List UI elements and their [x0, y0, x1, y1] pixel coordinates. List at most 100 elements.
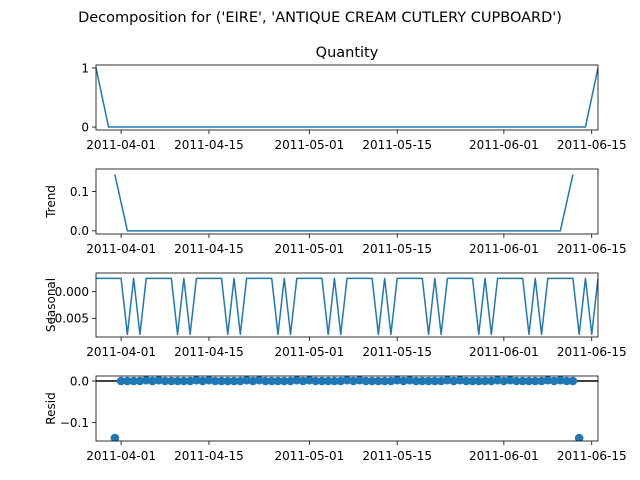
resid-point	[279, 376, 289, 386]
x-tick-label: 2011-04-15	[174, 345, 244, 359]
resid-point	[405, 376, 415, 385]
resid-axes-frame	[95, 375, 599, 442]
panels: Quantity 2011-04-01 2011-04-15 2011-05-01 20…	[44, 45, 627, 463]
resid-point	[236, 376, 245, 386]
resid-point	[173, 376, 182, 386]
resid-point	[305, 376, 314, 385]
resid-point	[461, 376, 471, 386]
resid-point	[298, 376, 308, 386]
x-tick-label: 2011-04-15	[174, 449, 244, 463]
resid-point	[411, 376, 421, 386]
resid-point	[141, 376, 151, 385]
x-tick-label: 2011-05-01	[274, 138, 344, 152]
x-tick-label: 2011-06-01	[469, 449, 539, 463]
resid-point	[493, 376, 502, 385]
resid-point	[361, 376, 371, 386]
y-tick-label: 0	[81, 120, 89, 134]
resid-point	[123, 376, 132, 386]
y-tick-label: 0.0	[70, 224, 89, 238]
x-tick-label: 2011-04-01	[86, 449, 156, 463]
resid-point	[430, 376, 440, 386]
quantity-axes-frame	[95, 64, 599, 131]
resid-point	[512, 376, 521, 386]
x-tick-label: 2011-04-01	[86, 345, 156, 359]
y-tick-label: 0.0	[70, 374, 89, 388]
resid-point	[160, 376, 170, 386]
resid-point	[229, 376, 239, 386]
resid-point	[273, 376, 283, 386]
resid-point	[323, 376, 333, 386]
seasonal-axes-frame	[95, 272, 599, 338]
x-tick-label: 2011-05-01	[274, 345, 344, 359]
resid-point	[204, 376, 214, 385]
resid-point	[474, 376, 484, 386]
x-tick-label: 2011-04-01	[86, 138, 156, 152]
y-tick-label: 1	[81, 61, 89, 75]
resid-point	[292, 376, 302, 385]
resid-point	[480, 376, 490, 386]
x-tick-label: 2011-05-15	[362, 449, 432, 463]
resid-ylabel: Resid	[44, 392, 58, 424]
resid-point	[380, 376, 389, 386]
trend-axes-frame	[95, 168, 599, 235]
y-tick-label: −0.005	[45, 312, 89, 326]
x-tick-label: 2011-06-01	[469, 138, 539, 152]
resid-point	[192, 376, 201, 385]
resid-point	[217, 376, 226, 386]
resid-point	[167, 376, 176, 386]
y-tick-label: 0.1	[70, 185, 89, 199]
resid-panel: Resid 2011-04-01 2011-04-15 2011-05-01 2011-…	[44, 374, 627, 463]
y-tick-label: 0.000	[55, 285, 89, 299]
x-tick-label: 2011-05-15	[362, 138, 432, 152]
resid-point	[499, 376, 509, 386]
resid-point	[267, 376, 277, 386]
figure-title: Decomposition for ('EIRE', 'ANTIQUE CREA…	[78, 10, 562, 26]
trend-plot-area	[114, 174, 574, 232]
resid-point	[185, 376, 195, 386]
y-tick-label: −0.1	[60, 416, 89, 430]
resid-point	[556, 376, 565, 385]
resid-point	[342, 376, 352, 385]
x-tick-label: 2011-06-15	[557, 242, 627, 256]
x-tick-label: 2011-06-01	[469, 242, 539, 256]
x-tick-label: 2011-06-15	[557, 345, 627, 359]
resid-point	[261, 376, 270, 386]
resid-point	[418, 376, 427, 386]
trend-series-line	[114, 174, 574, 232]
resid-point	[129, 376, 138, 386]
resid-point	[135, 376, 145, 386]
resid-point	[248, 376, 258, 386]
x-tick-label: 2011-04-01	[86, 242, 156, 256]
x-tick-label: 2011-04-15	[174, 242, 244, 256]
resid-point	[568, 376, 578, 386]
resid-point	[210, 376, 220, 386]
resid-point	[223, 376, 233, 386]
x-tick-label: 2011-05-01	[274, 242, 344, 256]
resid-point	[116, 376, 126, 386]
resid-point	[242, 376, 251, 385]
resid-point	[311, 376, 320, 386]
resid-point	[524, 376, 534, 386]
resid-point	[198, 376, 207, 386]
resid-point	[392, 376, 402, 385]
x-tick-label: 2011-05-01	[274, 449, 344, 463]
resid-point	[436, 376, 446, 386]
resid-point	[537, 376, 546, 386]
resid-point	[399, 376, 408, 386]
seasonal-series-line	[96, 277, 598, 336]
resid-point	[530, 376, 540, 386]
seasonal-plot-area	[96, 277, 598, 336]
resid-plot-area	[96, 376, 598, 441]
quantity-title: Quantity	[316, 45, 379, 61]
x-tick-label: 2011-06-15	[557, 449, 627, 463]
resid-point	[286, 376, 295, 386]
resid-point	[355, 376, 364, 385]
resid-point	[424, 376, 433, 386]
resid-point	[443, 376, 452, 385]
resid-point	[348, 376, 358, 386]
seasonal-panel: Seasonal 2011-04-01 2011-04-15 2011-05-01 20…	[44, 272, 627, 359]
resid-point	[455, 376, 465, 385]
resid-point	[154, 376, 164, 385]
x-tick-label: 2011-06-01	[469, 345, 539, 359]
